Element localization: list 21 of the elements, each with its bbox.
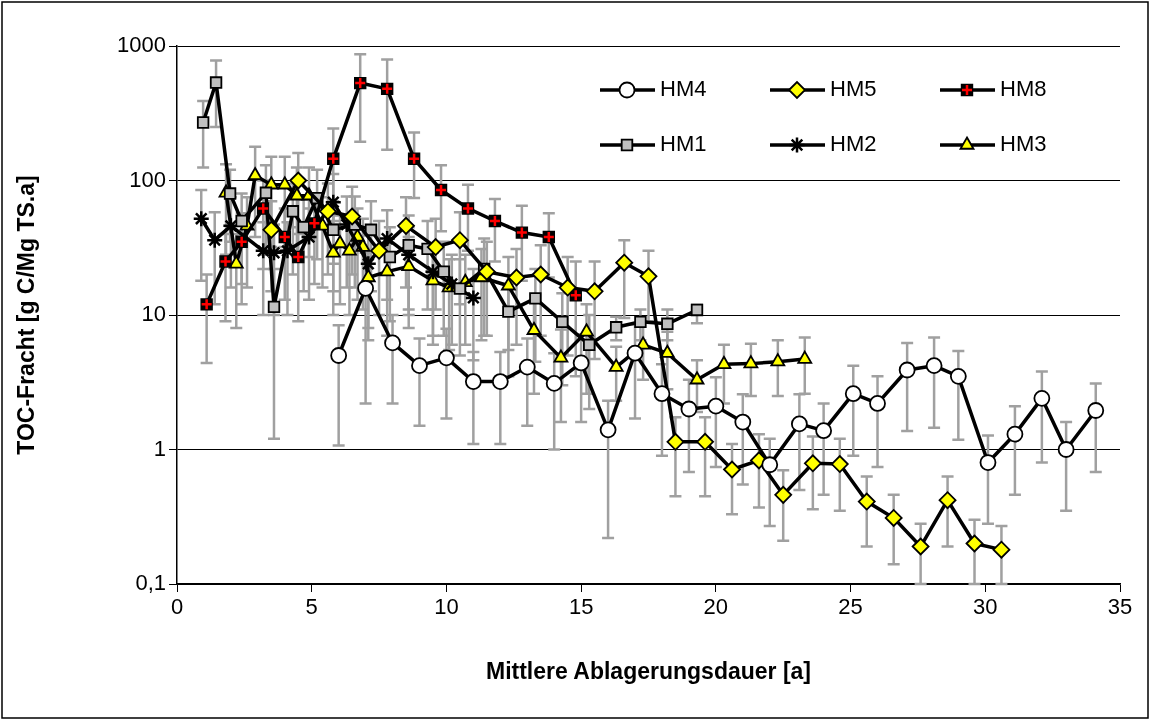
y-tick-label: 1000 (117, 32, 166, 58)
x-tick-label: 15 (568, 594, 594, 620)
legend-label: HM2 (830, 131, 877, 157)
x-tick-label: 25 (838, 594, 863, 620)
x-tick-label: 30 (973, 594, 998, 620)
x-axis-title: Mittlere Ablagerungsdauer [a] (485, 657, 812, 684)
legend-label: HM8 (1000, 76, 1047, 102)
y-tick-label: 10 (141, 301, 166, 327)
legend-label: HM3 (1000, 131, 1047, 157)
x-tick-label: 35 (1107, 594, 1133, 620)
y-tick-label: 1 (153, 435, 166, 461)
legend-label: HM5 (830, 76, 877, 102)
x-tick-label: 10 (434, 594, 459, 620)
y-tick-label: 100 (129, 166, 166, 192)
y-tick-label: 0,1 (135, 570, 166, 596)
legend-label: HM1 (660, 131, 707, 157)
legend-label: HM4 (660, 76, 707, 102)
x-tick-label: 0 (170, 594, 184, 620)
x-tick-label: 20 (703, 594, 729, 620)
y-axis-title: TOC-Fracht [g C/Mg TS.a] (13, 175, 40, 455)
x-tick-label: 5 (305, 594, 318, 620)
